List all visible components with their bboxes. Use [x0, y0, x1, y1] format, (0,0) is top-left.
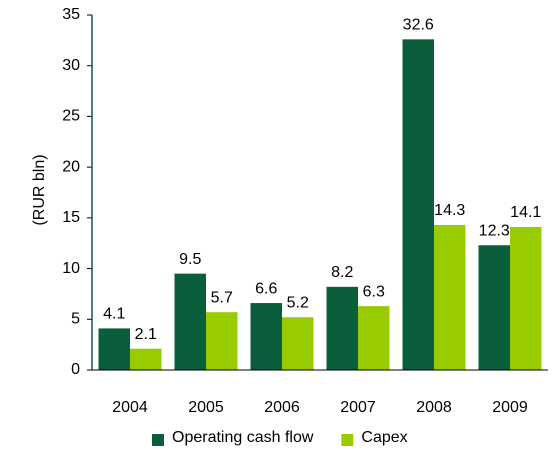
value-label: 32.6: [403, 17, 434, 34]
x-tick-label: 2007: [340, 399, 376, 416]
bar: [206, 312, 238, 370]
y-tick-label: 30: [62, 57, 80, 74]
y-tick-label: 5: [71, 311, 80, 328]
value-label: 6.3: [363, 283, 385, 300]
value-label: 14.3: [434, 202, 465, 219]
legend-swatch: [341, 434, 354, 446]
legend-swatch: [152, 434, 164, 446]
x-tick-label: 2005: [188, 399, 224, 416]
bar: [98, 328, 130, 370]
bar: [510, 226, 542, 370]
x-tick-label: 2004: [112, 399, 148, 416]
value-label: 5.7: [211, 289, 233, 306]
legend-label: Operating cash flow: [172, 429, 314, 446]
x-tick-label: 2008: [416, 399, 452, 416]
bar: [326, 286, 358, 370]
y-tick-label: 10: [62, 260, 80, 277]
y-axis-label: (RUR bln): [31, 154, 48, 225]
bar: [282, 317, 314, 370]
bar: [174, 273, 206, 370]
bar: [478, 245, 510, 370]
y-tick-label: 0: [71, 361, 80, 378]
bar: [130, 348, 162, 370]
y-tick-label: 15: [62, 209, 80, 226]
value-label: 2.1: [135, 326, 157, 343]
bar: [402, 39, 434, 370]
x-tick-label: 2009: [492, 399, 528, 416]
value-label: 12.3: [479, 222, 510, 239]
value-label: 4.1: [103, 306, 125, 323]
bar: [250, 303, 282, 370]
value-label: 14.1: [510, 204, 541, 221]
x-tick-label: 2006: [264, 399, 300, 416]
bar: [434, 224, 466, 370]
legend-label: Capex: [361, 429, 407, 446]
y-tick-label: 20: [62, 158, 80, 175]
y-tick-label: 35: [62, 6, 80, 23]
y-tick-label: 25: [62, 108, 80, 125]
bar: [358, 306, 390, 370]
value-label: 9.5: [179, 251, 201, 268]
value-label: 5.2: [287, 294, 309, 311]
value-label: 8.2: [331, 264, 353, 281]
value-label: 6.6: [255, 280, 277, 297]
